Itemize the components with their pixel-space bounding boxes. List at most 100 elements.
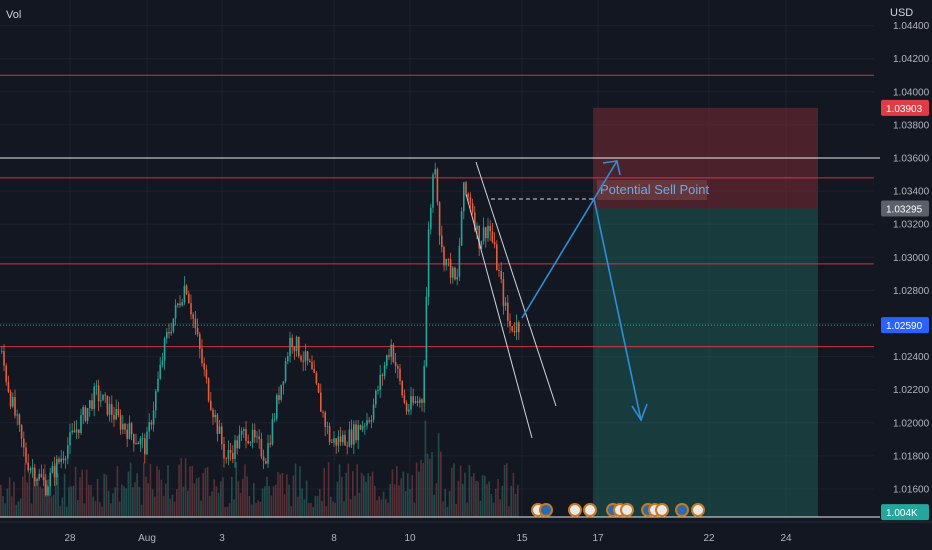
price-tick-label: 1.01600 xyxy=(893,485,930,496)
volume-bar xyxy=(297,496,299,517)
volume-bar xyxy=(294,463,297,517)
candle-body xyxy=(159,364,161,379)
volume-bar xyxy=(206,467,209,517)
candle-body xyxy=(293,346,296,351)
time-tick-label[interactable]: 3 xyxy=(219,533,225,544)
horizontal-levels[interactable] xyxy=(0,74,880,518)
candle-body xyxy=(449,259,452,278)
projection-up-arrow[interactable] xyxy=(593,160,618,200)
candle-body xyxy=(104,394,106,396)
candle-body xyxy=(298,337,300,357)
candle-body xyxy=(271,419,274,445)
channel-lower-line[interactable] xyxy=(465,193,533,439)
event-icon-center xyxy=(622,505,632,515)
volume-bar xyxy=(176,489,178,517)
volume-bar xyxy=(110,503,112,517)
volume-bar xyxy=(455,503,457,517)
candle-body xyxy=(289,337,291,357)
candle-body xyxy=(139,438,142,445)
price-tick-label: 1.01800 xyxy=(893,451,930,462)
volume-bar xyxy=(255,502,257,517)
volume-bar xyxy=(151,489,154,517)
price-tag-label[interactable]: 1.004K xyxy=(886,508,918,519)
economic-events[interactable] xyxy=(531,503,705,517)
candle-body xyxy=(339,436,342,443)
volume-bar xyxy=(220,481,222,517)
event-icon[interactable] xyxy=(620,503,634,517)
event-icon[interactable] xyxy=(691,503,705,517)
time-tick-label[interactable]: 22 xyxy=(703,533,715,544)
time-tick-label[interactable]: 10 xyxy=(404,533,416,544)
candle-body xyxy=(128,423,131,439)
price-tag-label[interactable]: 1.02590 xyxy=(886,321,923,332)
volume-bar xyxy=(132,487,134,517)
drawings[interactable]: Potential Sell Point xyxy=(465,160,710,439)
price-tag-box[interactable] xyxy=(881,99,929,116)
candle-body xyxy=(150,422,153,425)
candle-body xyxy=(432,174,434,208)
volume-bar xyxy=(191,465,193,517)
volume-bar xyxy=(147,483,149,517)
candle-body xyxy=(236,440,238,449)
price-tag-box[interactable] xyxy=(881,200,929,217)
volume-bar xyxy=(48,486,50,517)
volume-bar xyxy=(488,481,490,517)
volume-bar xyxy=(440,451,442,517)
event-icon[interactable] xyxy=(539,503,553,517)
volume-bar xyxy=(424,420,427,517)
volume-bar xyxy=(154,496,156,517)
price-tag-label[interactable]: 1.03903 xyxy=(886,104,923,115)
candle-body xyxy=(240,430,243,435)
volume-bar xyxy=(365,481,367,517)
candle-body xyxy=(251,429,254,443)
position-zones xyxy=(593,107,818,518)
volume-bar xyxy=(387,502,389,517)
volume-bar xyxy=(200,500,202,517)
event-icon[interactable] xyxy=(675,503,689,517)
price-tag-box[interactable] xyxy=(881,504,929,521)
time-tick-label[interactable]: 8 xyxy=(331,533,337,544)
volume-bar xyxy=(389,484,391,517)
candle-body xyxy=(5,365,7,382)
channel-upper-line[interactable] xyxy=(475,161,557,407)
candle-body xyxy=(335,438,337,446)
volume-bar xyxy=(0,484,2,517)
time-tick-label[interactable]: 24 xyxy=(780,533,792,544)
volume-bar xyxy=(286,474,288,517)
candle-body xyxy=(333,438,335,443)
candle-body xyxy=(265,460,267,464)
volume-bar xyxy=(310,502,312,517)
volume-bar xyxy=(499,499,501,517)
time-tick-label[interactable]: 17 xyxy=(592,533,604,544)
event-icon[interactable] xyxy=(583,503,597,517)
volume-bar xyxy=(19,498,22,517)
candle-body xyxy=(317,383,320,393)
candle-body xyxy=(243,429,245,431)
event-icon[interactable] xyxy=(655,503,669,517)
volume-bar xyxy=(209,496,211,517)
candle-body xyxy=(515,322,518,333)
volume-bar xyxy=(316,496,319,517)
time-axis[interactable]: 28 Aug 3 8 10 15 17 22 24 xyxy=(0,521,932,544)
price-axis[interactable]: 1.04400 1.04200 1.04000 1.03800 1.03600 1.034… xyxy=(881,21,930,521)
time-tick-label[interactable]: 15 xyxy=(516,533,528,544)
price-tag-label[interactable]: 1.03295 xyxy=(886,204,923,215)
sell-point-annotation[interactable]: Potential Sell Point xyxy=(600,182,710,197)
candle-body xyxy=(482,227,485,242)
event-icon-center xyxy=(693,505,703,515)
volume-bar xyxy=(158,469,160,517)
candle-body xyxy=(234,440,236,459)
candle-body xyxy=(392,344,395,362)
volume-bar xyxy=(22,476,24,517)
event-icon[interactable] xyxy=(568,503,582,517)
volume-bar xyxy=(347,463,350,517)
time-tick-label[interactable]: Aug xyxy=(138,533,156,544)
time-tick-label[interactable]: 28 xyxy=(64,533,76,544)
volume-bar xyxy=(187,490,189,517)
candle-body xyxy=(465,182,467,194)
price-tag-box[interactable] xyxy=(881,317,929,334)
volume-bar xyxy=(198,477,200,517)
candle-body xyxy=(225,458,227,460)
volume-bar xyxy=(2,496,4,517)
